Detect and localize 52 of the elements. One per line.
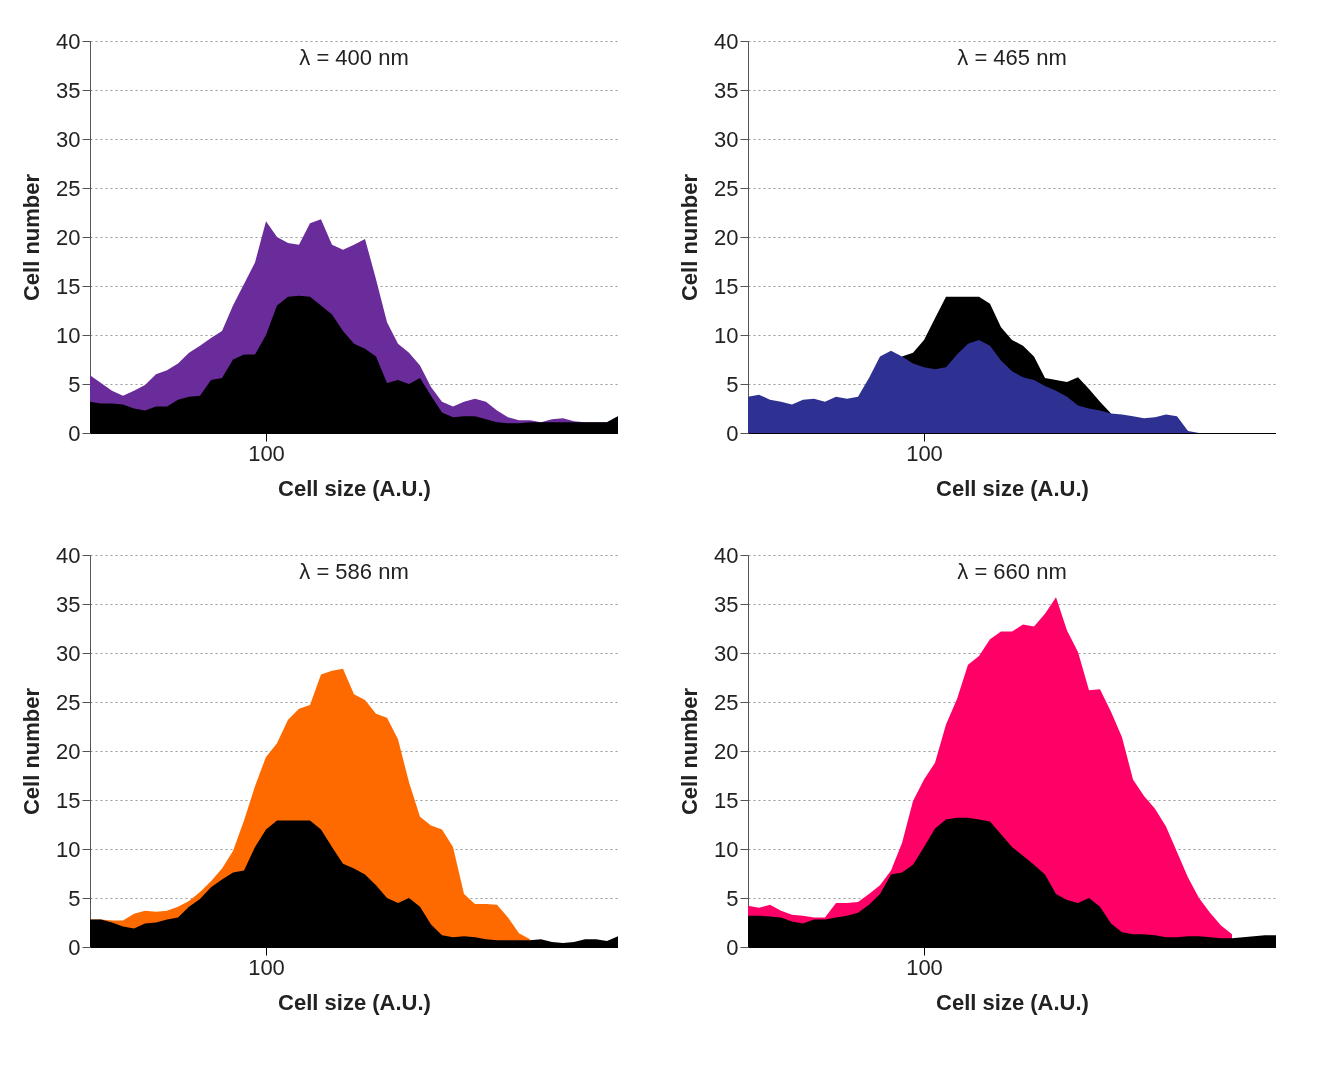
x-tick-label: 100 (248, 954, 285, 980)
x-tick-label: 100 (248, 440, 285, 466)
y-tick-label: 25 (714, 689, 739, 715)
y-tick-label: 0 (68, 934, 81, 960)
y-tick-label: 20 (56, 738, 81, 764)
y-tick-label: 40 (714, 28, 739, 54)
y-axis-title: Cell number (677, 173, 703, 302)
y-tick-label: 40 (56, 542, 81, 568)
y-tick-label: 30 (56, 126, 81, 152)
y-tick-label: 40 (714, 542, 739, 568)
y-tick-label: 20 (56, 224, 81, 250)
y-tick-label: 35 (714, 591, 739, 617)
y-axis-title: Cell number (677, 687, 703, 816)
y-tick-label: 10 (56, 836, 81, 862)
y-tick-label: 0 (726, 934, 739, 960)
chart-title: λ = 465 nm (957, 45, 1067, 70)
x-tick-label: 100 (906, 954, 943, 980)
y-tick-label: 10 (56, 322, 81, 348)
y-tick-label: 30 (714, 640, 739, 666)
y-tick-label: 0 (68, 420, 81, 446)
y-tick-label: 10 (714, 322, 739, 348)
y-tick-label: 30 (56, 640, 81, 666)
x-axis-title: Cell size (A.U.) (278, 475, 431, 501)
y-tick-label: 5 (726, 371, 739, 397)
y-tick-label: 40 (56, 28, 81, 54)
chart-title: λ = 586 nm (299, 559, 409, 584)
x-axis-title: Cell size (A.U.) (936, 475, 1089, 501)
chart-title: λ = 660 nm (957, 559, 1067, 584)
y-tick-label: 25 (56, 175, 81, 201)
y-tick-label: 35 (714, 77, 739, 103)
y-tick-label: 15 (56, 787, 81, 813)
y-tick-label: 15 (56, 273, 81, 299)
y-tick-label: 25 (56, 689, 81, 715)
y-tick-label: 20 (714, 738, 739, 764)
y-tick-label: 15 (714, 273, 739, 299)
chart-title: λ = 400 nm (299, 45, 409, 70)
x-axis-title: Cell size (A.U.) (936, 989, 1089, 1015)
y-tick-label: 20 (714, 224, 739, 250)
x-axis-title: Cell size (A.U.) (278, 989, 431, 1015)
y-tick-label: 5 (68, 885, 81, 911)
y-tick-label: 5 (68, 371, 81, 397)
y-tick-label: 25 (714, 175, 739, 201)
y-axis-title: Cell number (19, 173, 45, 302)
y-tick-label: 10 (714, 836, 739, 862)
y-tick-label: 5 (726, 885, 739, 911)
y-tick-label: 0 (726, 420, 739, 446)
y-axis-title: Cell number (19, 687, 45, 816)
x-tick-label: 100 (906, 440, 943, 466)
y-tick-label: 30 (714, 126, 739, 152)
y-tick-label: 35 (56, 591, 81, 617)
y-tick-label: 15 (714, 787, 739, 813)
y-tick-label: 35 (56, 77, 81, 103)
